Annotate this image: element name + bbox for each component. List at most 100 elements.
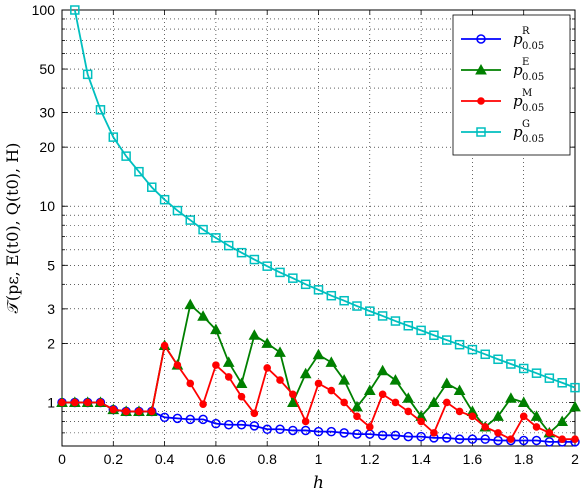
data-point-M bbox=[250, 409, 259, 418]
legend-label: p bbox=[513, 61, 523, 79]
legend-label-sup: M bbox=[522, 88, 532, 99]
data-point-M bbox=[340, 398, 348, 407]
data-point-R bbox=[442, 433, 452, 443]
data-point-E bbox=[222, 356, 235, 367]
data-point-M bbox=[571, 435, 579, 443]
y-tick-label: 3 bbox=[47, 301, 55, 317]
data-point-R bbox=[300, 425, 311, 436]
data-point-M bbox=[430, 429, 438, 437]
data-point-R bbox=[185, 414, 195, 425]
data-point-E bbox=[556, 415, 569, 426]
legend-label-sup: R bbox=[522, 26, 530, 37]
data-point-M bbox=[58, 398, 66, 407]
data-point-R bbox=[480, 434, 490, 444]
legend-label-sub: 0.05 bbox=[522, 72, 544, 83]
data-point-M bbox=[455, 407, 464, 416]
data-point-M bbox=[545, 429, 554, 437]
y-tick-label: 2 bbox=[47, 335, 55, 351]
data-point-M bbox=[532, 423, 541, 431]
data-point-E bbox=[389, 374, 402, 385]
data-point-G bbox=[518, 363, 529, 374]
data-point-M bbox=[442, 398, 451, 407]
data-point-M bbox=[71, 398, 79, 407]
data-point-R bbox=[467, 434, 478, 444]
data-point-M bbox=[147, 407, 156, 416]
data-point-R bbox=[377, 430, 388, 441]
x-tick-label: 0.8 bbox=[257, 451, 277, 467]
series-G bbox=[70, 5, 580, 393]
series-layer bbox=[56, 5, 581, 447]
data-point-E bbox=[210, 323, 222, 335]
data-point-E bbox=[287, 396, 299, 407]
data-point-G bbox=[326, 290, 337, 301]
y-tick-label: 50 bbox=[39, 61, 55, 77]
data-point-R bbox=[416, 431, 426, 442]
data-point-M bbox=[135, 407, 143, 416]
data-point-M bbox=[212, 361, 220, 369]
data-point-E bbox=[184, 298, 197, 310]
data-point-M bbox=[289, 390, 297, 399]
data-point-E bbox=[338, 374, 350, 385]
data-point-R bbox=[159, 412, 170, 423]
data-point-G bbox=[557, 378, 567, 388]
data-point-G bbox=[313, 285, 324, 295]
data-point-M bbox=[173, 361, 182, 369]
data-point-M bbox=[237, 392, 246, 401]
data-point-G bbox=[531, 368, 542, 378]
data-point-E bbox=[517, 396, 530, 407]
data-point-E bbox=[235, 377, 248, 388]
y-tick-label: 30 bbox=[39, 105, 55, 121]
series-M bbox=[58, 341, 579, 443]
data-point-G bbox=[288, 273, 298, 283]
plot-frame bbox=[61, 9, 576, 447]
legend-label-sub: 0.05 bbox=[522, 103, 544, 114]
data-point-M bbox=[96, 398, 105, 407]
data-point-E bbox=[325, 356, 338, 367]
legend-label-sup: G bbox=[522, 119, 530, 130]
data-point-G bbox=[352, 301, 362, 311]
data-point-M bbox=[301, 417, 310, 426]
x-tick-label: 0 bbox=[58, 451, 66, 467]
y-tick-label: 10 bbox=[39, 198, 55, 214]
data-point-R bbox=[249, 421, 260, 431]
data-point-R bbox=[531, 435, 542, 446]
data-point-R bbox=[198, 414, 208, 425]
data-point-G bbox=[365, 306, 375, 316]
data-point-R bbox=[313, 426, 324, 437]
data-point-R bbox=[275, 424, 285, 435]
legend-label-sup: E bbox=[522, 57, 529, 68]
x-tick-label: 1.2 bbox=[360, 451, 380, 467]
data-point-E bbox=[312, 348, 325, 360]
data-point-G bbox=[544, 373, 555, 383]
x-tick-label: 0.2 bbox=[104, 451, 124, 467]
data-point-G bbox=[82, 69, 93, 80]
data-point-R bbox=[352, 429, 362, 439]
legend-marker bbox=[477, 97, 485, 105]
data-point-M bbox=[519, 412, 528, 421]
data-point-M bbox=[314, 379, 323, 388]
data-point-E bbox=[440, 377, 453, 388]
legend-label-sub: 0.05 bbox=[522, 134, 544, 145]
data-point-E bbox=[197, 310, 209, 321]
data-point-G bbox=[300, 279, 311, 290]
data-point-G bbox=[172, 205, 183, 216]
data-point-G bbox=[223, 240, 234, 251]
data-point-R bbox=[326, 426, 337, 437]
data-point-R bbox=[339, 428, 349, 438]
grid bbox=[62, 10, 575, 446]
data-point-R bbox=[172, 413, 183, 424]
data-point-G bbox=[403, 321, 414, 331]
data-point-M bbox=[481, 423, 490, 431]
legend-label: p bbox=[513, 123, 523, 141]
data-point-G bbox=[95, 105, 106, 115]
data-point-G bbox=[454, 339, 465, 350]
data-point-G bbox=[275, 267, 285, 278]
data-point-R bbox=[262, 424, 272, 435]
data-point-M bbox=[353, 412, 361, 421]
data-point-E bbox=[363, 384, 376, 396]
data-point-M bbox=[468, 412, 477, 421]
data-point-G bbox=[185, 215, 195, 225]
x-tick-label: 1.6 bbox=[463, 451, 483, 467]
data-point-E bbox=[248, 329, 261, 340]
data-point-G bbox=[467, 344, 478, 355]
